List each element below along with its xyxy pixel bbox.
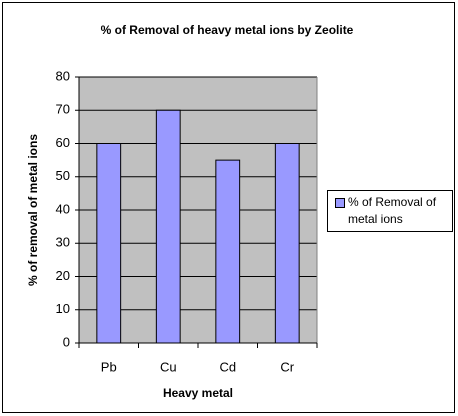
y-axis-label: % of removal of metal ions bbox=[26, 134, 40, 286]
x-axis-label: Heavy metal bbox=[163, 386, 233, 400]
y-tick-label: 20 bbox=[56, 268, 70, 283]
x-tick-label: Cu bbox=[160, 359, 177, 374]
bar bbox=[215, 159, 241, 344]
x-tick-label: Pb bbox=[101, 359, 117, 374]
chart-title: % of Removal of heavy metal ions by Zeol… bbox=[101, 23, 354, 37]
legend: % of Removal of metal ions bbox=[327, 190, 453, 232]
bar bbox=[274, 143, 300, 344]
y-tick-label: 80 bbox=[56, 68, 70, 83]
bar bbox=[96, 143, 122, 344]
y-tick-label: 10 bbox=[56, 301, 70, 316]
bar bbox=[155, 109, 181, 344]
y-tick-label: 0 bbox=[63, 334, 70, 349]
legend-swatch bbox=[335, 198, 345, 208]
x-tick-label: Cd bbox=[219, 359, 236, 374]
y-tick-label: 50 bbox=[56, 168, 70, 183]
y-tick-label: 30 bbox=[56, 235, 70, 250]
y-tick-label: 40 bbox=[56, 201, 70, 216]
legend-label: % of Removal of metal ions bbox=[348, 195, 437, 226]
y-tick-label: 60 bbox=[56, 135, 70, 150]
x-tick-label: Cr bbox=[280, 359, 294, 374]
y-tick-label: 70 bbox=[56, 102, 70, 117]
